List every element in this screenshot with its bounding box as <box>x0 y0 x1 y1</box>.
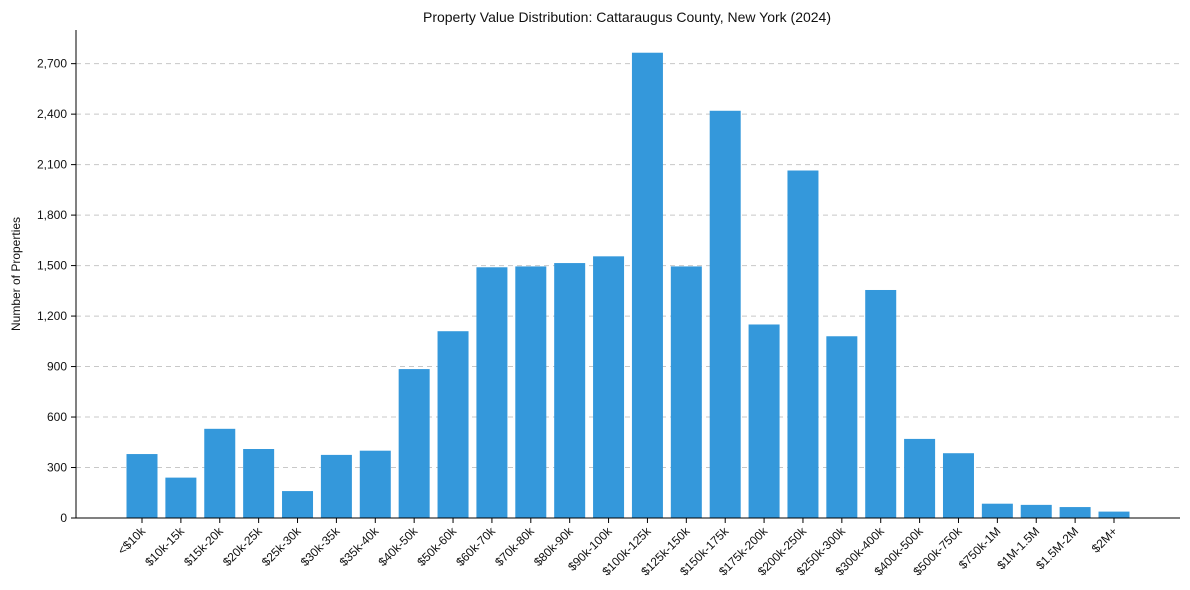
x-tick-label: $70k-80k <box>492 524 538 570</box>
x-tick-layer: <$10k$10k-15k$15k-20k$20k-25k$25k-30k$30… <box>115 518 1120 578</box>
x-tick-label: $25k-30k <box>259 524 305 570</box>
bar <box>320 454 352 518</box>
x-tick-label: $1.5M-2M <box>1033 524 1081 572</box>
bar <box>282 491 314 518</box>
y-axis-label: Number of Properties <box>9 217 23 331</box>
bar <box>709 110 741 519</box>
y-tick-label: 600 <box>47 410 67 424</box>
bar-layer <box>126 52 1130 519</box>
x-tick-label: $50k-60k <box>414 524 460 570</box>
bar <box>398 369 430 518</box>
bar <box>515 266 547 518</box>
y-tick-label: 1,500 <box>37 259 67 273</box>
y-tick-label: 2,100 <box>37 158 67 172</box>
bar <box>437 331 469 518</box>
x-tick-label: $40k-50k <box>375 524 421 570</box>
y-tick-label: 900 <box>47 360 67 374</box>
bar <box>826 336 858 518</box>
y-tick-label: 2,700 <box>37 57 67 71</box>
bar <box>942 453 974 518</box>
bar <box>476 267 508 518</box>
bar <box>204 428 236 518</box>
x-tick-label: <$10k <box>115 524 149 558</box>
bar <box>787 170 819 518</box>
bar <box>165 477 197 518</box>
bar <box>631 52 663 518</box>
x-tick-label: $15k-20k <box>181 524 227 570</box>
bar <box>593 256 625 518</box>
x-tick-label: $35k-40k <box>337 524 383 570</box>
chart-title: Property Value Distribution: Cattaraugus… <box>423 9 831 25</box>
bar <box>243 449 275 518</box>
axis-layer <box>75 30 1180 519</box>
bar <box>1098 511 1130 518</box>
y-tick-layer: 0 300 600 900 1,200 1,500 1,800 2,100 2,400 2,700 <box>37 57 76 525</box>
bar <box>554 263 586 518</box>
x-tick-label: $2M+ <box>1089 524 1120 555</box>
grid-layer <box>76 63 1180 469</box>
bar <box>748 324 780 518</box>
bar <box>126 454 158 518</box>
bar <box>904 438 936 518</box>
bar <box>865 289 897 518</box>
bar <box>359 450 391 518</box>
bar <box>1020 504 1052 518</box>
x-tick-label: $10k-15k <box>142 524 188 570</box>
y-tick-label: 1,800 <box>37 208 67 222</box>
bar <box>1059 507 1091 518</box>
x-tick-label: $60k-70k <box>453 524 499 570</box>
x-tick-label: $20k-25k <box>220 524 266 570</box>
bar <box>981 503 1013 518</box>
y-tick-label: 2,400 <box>37 107 67 121</box>
y-tick-label: 300 <box>47 461 67 475</box>
y-tick-label: 1,200 <box>37 309 67 323</box>
bar <box>670 266 702 518</box>
x-tick-label: $30k-35k <box>298 524 344 570</box>
y-tick-label: 0 <box>60 511 67 525</box>
